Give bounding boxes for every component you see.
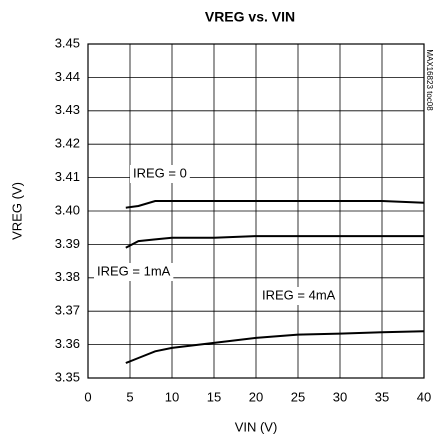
series-line: [125, 235, 424, 249]
y-tick-label: 3.38: [55, 269, 80, 284]
x-tick-label: 5: [126, 389, 133, 404]
x-tick-label: 25: [291, 389, 305, 404]
y-tick-label: 3.45: [55, 35, 80, 50]
y-tick-label: 3.44: [55, 69, 80, 84]
y-tick-label: 3.40: [55, 202, 80, 217]
y-tick-label: 3.43: [55, 102, 80, 117]
label-background: [94, 263, 174, 281]
y-tick-label: 3.35: [55, 369, 80, 384]
y-tick-label: 3.42: [55, 136, 80, 151]
x-axis-label: VIN (V): [235, 419, 278, 434]
x-tick-label: 15: [207, 389, 221, 404]
x-tick-label: 20: [249, 389, 263, 404]
x-tick-label: 0: [84, 389, 91, 404]
y-tick-label: 3.39: [55, 236, 80, 251]
figure-code: MAX16823 toc08: [425, 49, 434, 111]
series-label: IREG = 1mA: [97, 263, 171, 278]
plot-frame: [87, 43, 425, 379]
y-tick-label: 3.41: [55, 169, 80, 184]
label-background: [130, 165, 190, 183]
series-line: [125, 200, 425, 209]
y-tick-label: 3.37: [55, 303, 80, 318]
x-tick-label: 35: [375, 389, 389, 404]
label-background: [259, 287, 339, 305]
chart-title: VREG vs. VIN: [205, 9, 295, 25]
x-tick-label: 40: [417, 389, 431, 404]
series-line: [125, 330, 425, 364]
x-tick-label: 10: [165, 389, 179, 404]
series-label: IREG = 0: [133, 165, 187, 180]
y-axis-label: VREG (V): [9, 182, 24, 240]
series-label: IREG = 4mA: [262, 287, 336, 302]
y-tick-label: 3.36: [55, 336, 80, 351]
x-tick-label: 30: [333, 389, 347, 404]
